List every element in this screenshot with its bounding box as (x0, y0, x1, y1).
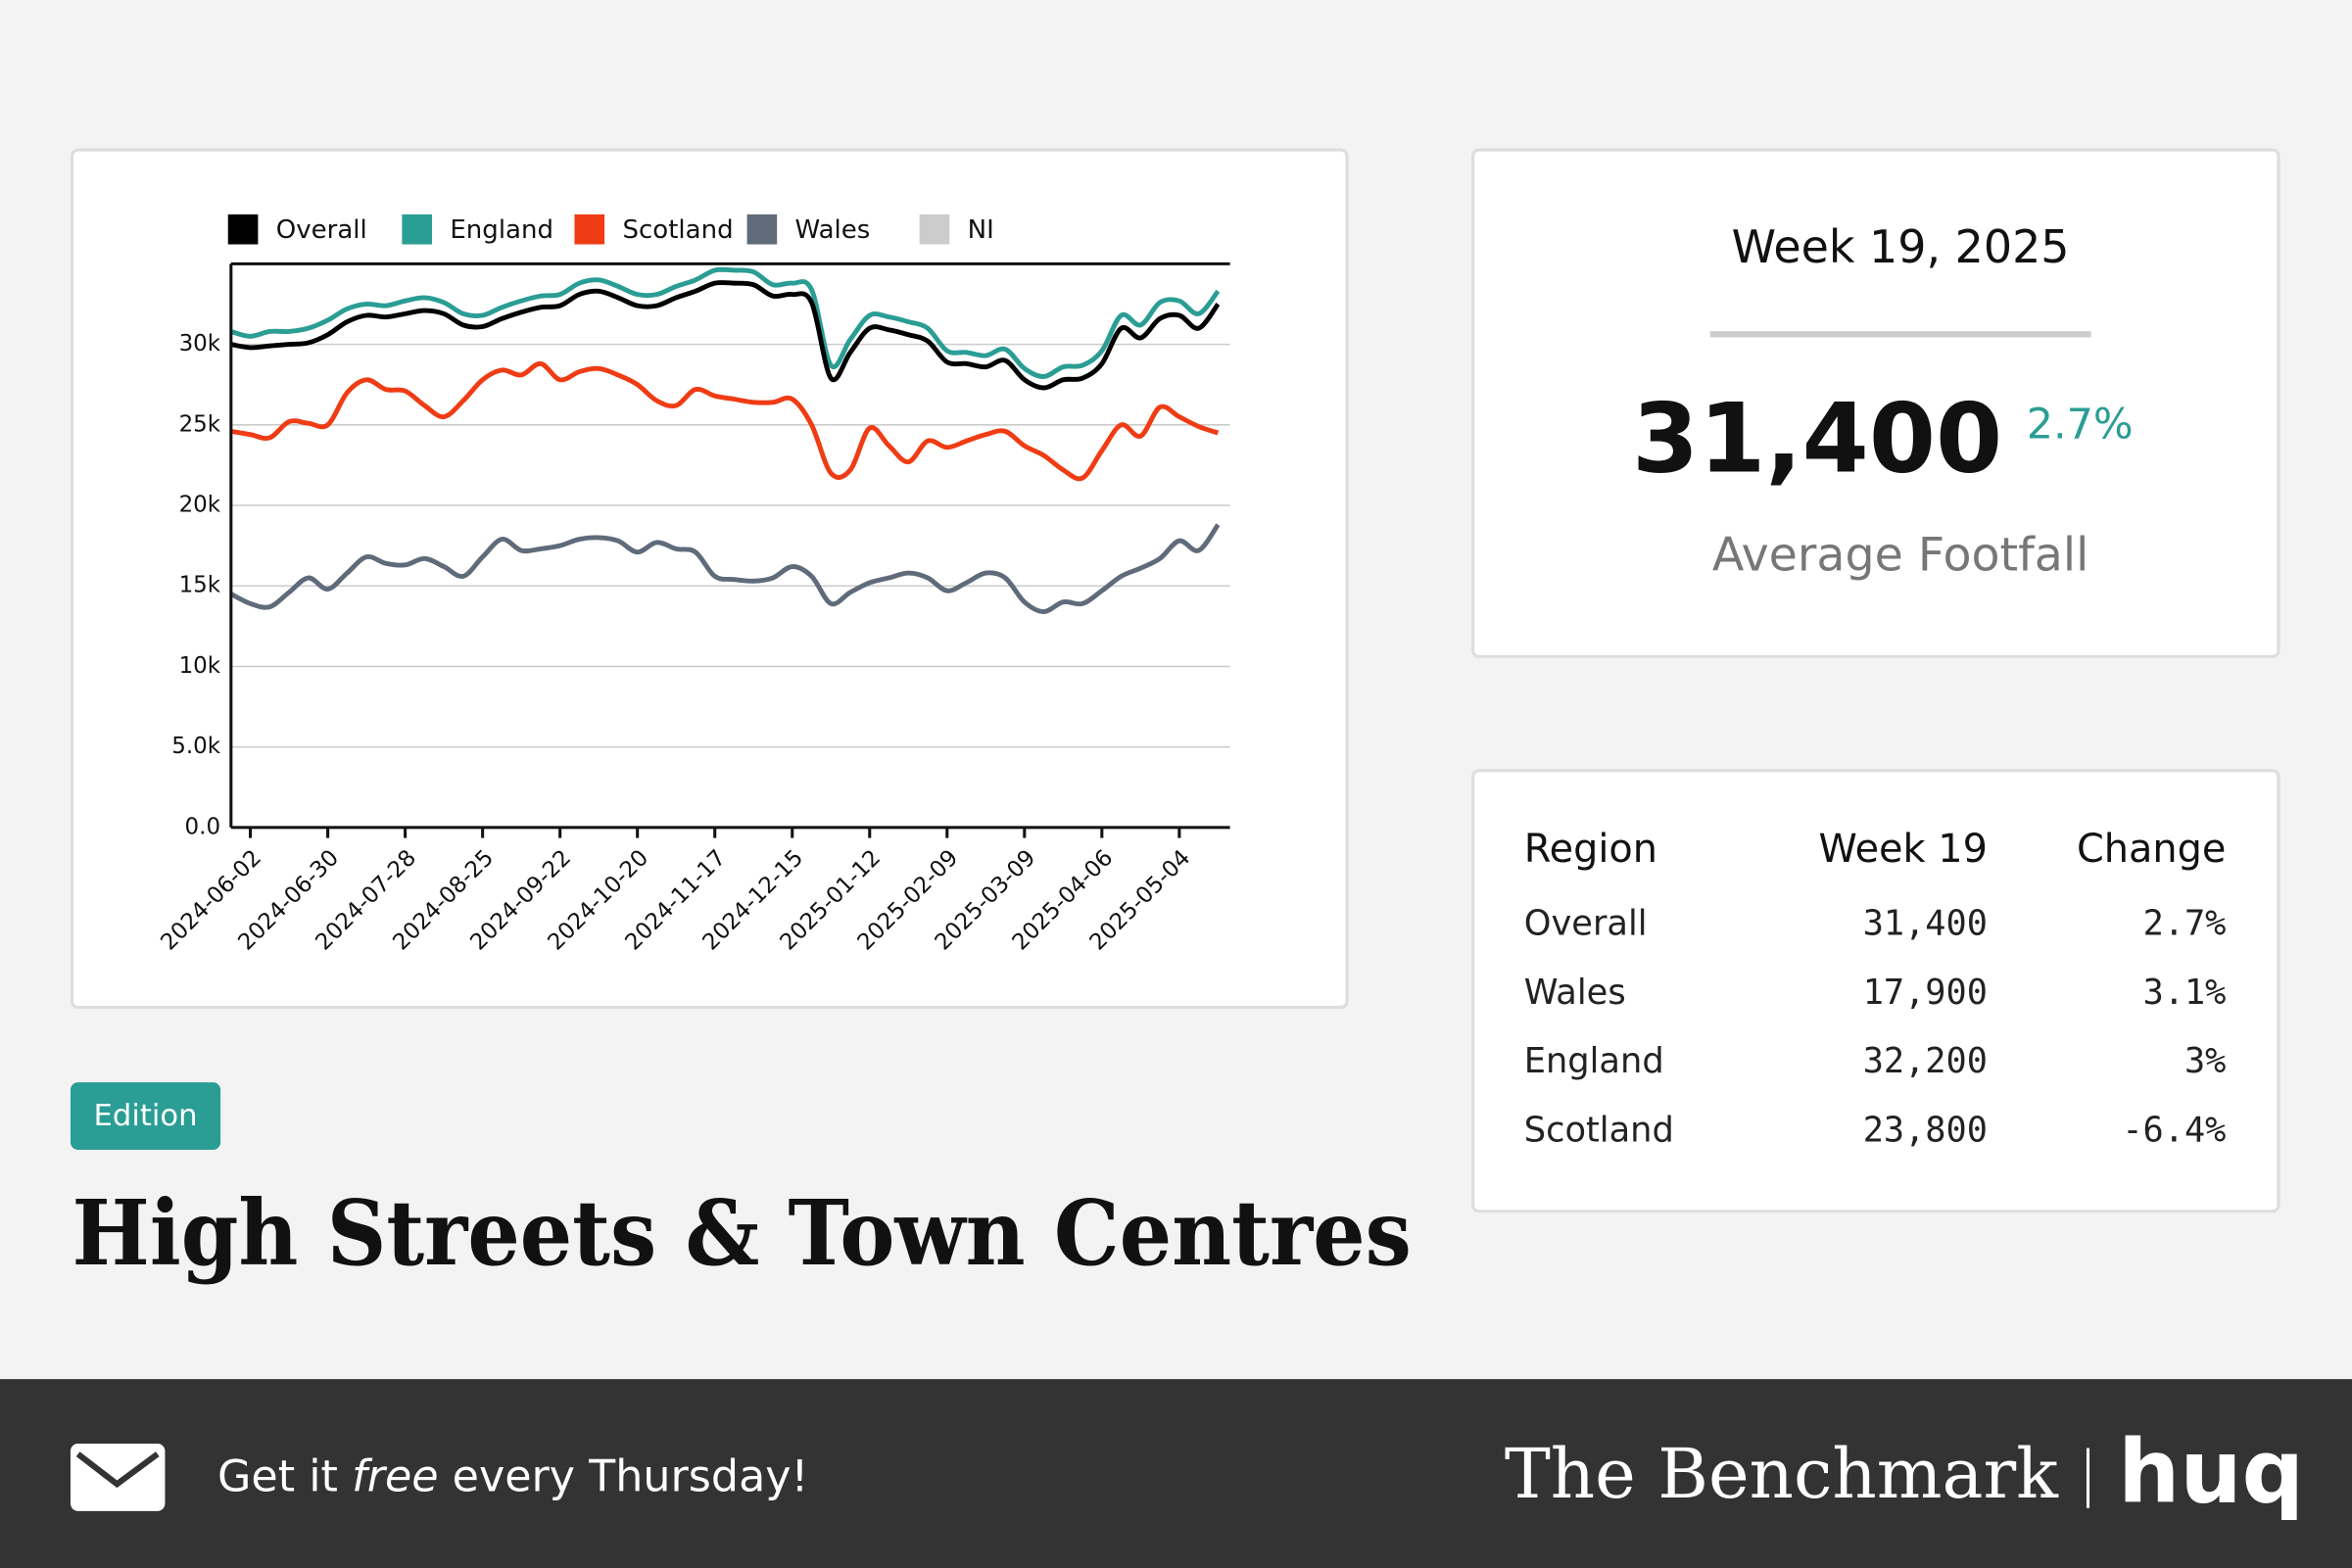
y-tick-label: 15k (179, 573, 221, 598)
summary-card (1471, 148, 2280, 658)
page-title: High Streets & Town Centres (72, 1180, 1412, 1286)
table-cell: 32,200 (1863, 1041, 1988, 1081)
legend-swatch (402, 214, 432, 245)
cta[interactable]: Get it free every Thursday! (217, 1452, 808, 1502)
logo: huq (2118, 1422, 2304, 1523)
legend-label: England (450, 215, 553, 245)
table-cell: Scotland (1524, 1111, 1674, 1151)
cta-part: every Thursday! (439, 1452, 809, 1502)
region-table: Region Week 19 Change Overall 31,400 2.7% Wale… (1524, 827, 2227, 1151)
badge-text: Edition (94, 1099, 198, 1133)
legend-label: Scotland (622, 215, 733, 245)
y-tick-label: 0.0 (185, 814, 221, 839)
series-line (230, 279, 1221, 391)
legend-swatch (227, 214, 259, 245)
y-tick-label: 10k (179, 653, 221, 679)
table-cell: 3% (2184, 1041, 2226, 1081)
footer (0, 1379, 2352, 1568)
series-line (230, 266, 1221, 379)
legend-swatch (746, 214, 778, 245)
table-header: Region (1524, 827, 1657, 872)
legend-label: NI (968, 215, 994, 245)
mail-icon (70, 1443, 166, 1511)
table-cell: 31,400 (1863, 903, 1988, 943)
table-card (1471, 769, 2280, 1213)
y-tick-label: 30k (179, 331, 221, 356)
series-line (229, 523, 1221, 615)
footfall-label: Average Footfall (1712, 528, 2088, 582)
legend-swatch (574, 214, 605, 245)
legend-label: Wales (795, 215, 871, 245)
edition-badge (70, 1082, 221, 1150)
table-cell: 2.7% (2143, 903, 2227, 943)
table-cell: 23,800 (1863, 1111, 1988, 1151)
footfall-value: 31,400 (1632, 383, 2002, 495)
table-header: Week 19 (1819, 827, 1988, 872)
series-line (230, 360, 1220, 482)
cta-part: free (352, 1452, 438, 1502)
table-header: Change (2077, 827, 2226, 872)
table-cell: -6.4% (2122, 1111, 2226, 1151)
cta-part: Get it (217, 1452, 352, 1502)
table-cell: Wales (1524, 973, 1626, 1013)
envelope-flap (75, 1451, 160, 1489)
chart-card (70, 148, 1349, 1010)
week-label: Week 19, 2025 (1732, 220, 2070, 273)
y-tick-label: 20k (179, 493, 221, 518)
legend-label: Overall (276, 215, 367, 245)
table-cell: Overall (1524, 903, 1648, 943)
table-cell: England (1524, 1041, 1664, 1081)
legend-swatch (919, 214, 950, 245)
footfall-change: 2.7% (2027, 401, 2134, 450)
envelope (70, 1443, 166, 1511)
brand: The Benchmark (1505, 1434, 2059, 1514)
y-tick-label: 5.0k (171, 734, 221, 759)
table-cell: 17,900 (1863, 973, 1988, 1013)
table-cell: 3.1% (2143, 973, 2227, 1013)
y-tick-label: 25k (179, 411, 221, 437)
